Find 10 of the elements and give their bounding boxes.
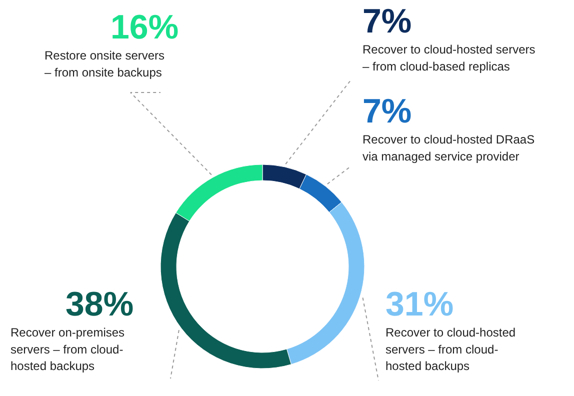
- data-label: 31%: [386, 286, 454, 324]
- slice-label: Recover to cloud-hosted servers – from cloud-based replicas: [362, 42, 536, 74]
- slice-label: Recover to cloud-hosted servers – from cloud- hosted backups: [386, 326, 516, 374]
- data-label: 38%: [66, 286, 134, 324]
- slice-label: Recover to cloud-hosted DRaaS via managed service provider: [362, 132, 535, 164]
- slice-label: Restore onsite servers – from onsite backups: [44, 48, 165, 80]
- data-label: 16%: [110, 8, 179, 46]
- data-label: 7%: [362, 92, 412, 130]
- data-label: 7%: [362, 2, 412, 40]
- slice-label: Recover on-premises servers – from cloud- hosted backups: [10, 326, 125, 374]
